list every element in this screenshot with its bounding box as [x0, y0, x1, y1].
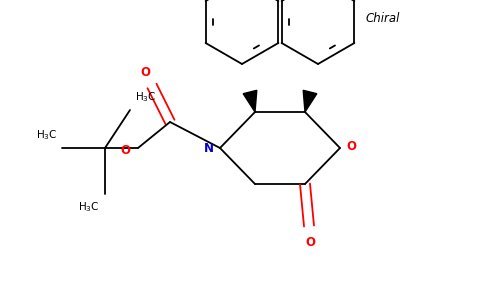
Text: N: N [204, 142, 214, 154]
Text: H$_3$C: H$_3$C [78, 200, 100, 214]
Text: O: O [305, 236, 315, 249]
Text: O: O [140, 66, 150, 79]
Text: Chiral: Chiral [365, 11, 399, 25]
Text: H$_3$C: H$_3$C [36, 128, 58, 142]
Polygon shape [243, 90, 257, 112]
Text: O: O [120, 143, 130, 157]
Text: H$_3$C: H$_3$C [135, 90, 157, 104]
Polygon shape [303, 90, 317, 112]
Text: O: O [346, 140, 356, 152]
